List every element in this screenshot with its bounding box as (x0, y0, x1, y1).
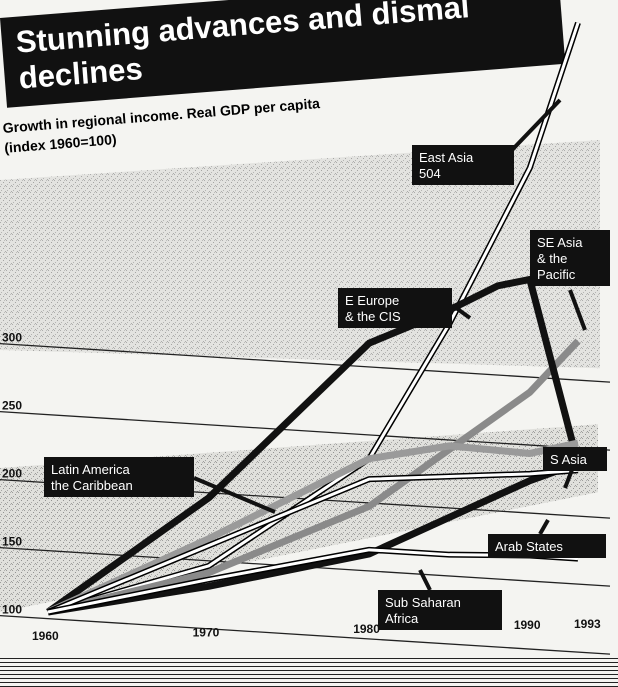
series-lines (45, 21, 582, 616)
bottom-rule-stripes (0, 657, 618, 687)
y-tick-150: 150 (2, 535, 22, 549)
leader-line (510, 98, 562, 152)
label-e-europe: E Europe& the CIS (338, 288, 472, 328)
label-line: Sub Saharan (385, 595, 461, 610)
x-tick-1960: 1960 (32, 629, 59, 643)
label-line: Africa (385, 611, 419, 626)
x-tick-1970: 1970 (193, 625, 220, 639)
y-tick-200: 200 (2, 467, 22, 481)
label-line: East Asia (419, 150, 474, 165)
x-tick-1990: 1990 (514, 618, 541, 632)
label-line: SE Asia (537, 235, 583, 250)
leader-line (450, 303, 472, 320)
label-arab-states: Arab States (488, 519, 606, 558)
gridline-300 (0, 342, 611, 383)
label-line: S Asia (550, 452, 588, 467)
y-tick-250: 250 (2, 399, 22, 413)
leader-line (538, 519, 550, 535)
label-line: E Europe (345, 293, 399, 308)
label-line: Pacific (537, 267, 576, 282)
y-tick-300: 300 (2, 331, 22, 345)
gridline-100 (0, 614, 611, 655)
label-line: & the (537, 251, 567, 266)
label-line: Latin America (51, 462, 131, 477)
label-box (412, 145, 514, 185)
label-box (530, 230, 610, 286)
leader-line (418, 569, 432, 591)
label-box (44, 457, 194, 497)
label-box (488, 534, 606, 558)
x-tick-1993: 1993 (574, 617, 601, 631)
label-s-asia: S Asia (543, 447, 607, 489)
label-line: Arab States (495, 539, 563, 554)
axis-ticks: 100 150 200 250 300 1960 1970 1980 1990 1993 (2, 331, 601, 643)
series-line-latin-america-the-caribbean (46, 439, 579, 616)
label-box (378, 590, 502, 630)
label-box (338, 288, 452, 328)
gridline-250 (0, 410, 611, 451)
series-line-se-asia-the-pacific (47, 338, 581, 616)
y-tick-100: 100 (2, 603, 22, 617)
label-box (543, 447, 607, 471)
series-line-arab-states (47, 468, 579, 614)
label-line: 504 (419, 166, 441, 181)
series-line-east-asia (47, 22, 580, 614)
leader-line (193, 476, 276, 514)
x-tick-1980: 1980 (353, 622, 380, 636)
label-line: & the CIS (345, 309, 401, 324)
leader-line (568, 289, 587, 331)
label-line: the Caribbean (51, 478, 133, 493)
